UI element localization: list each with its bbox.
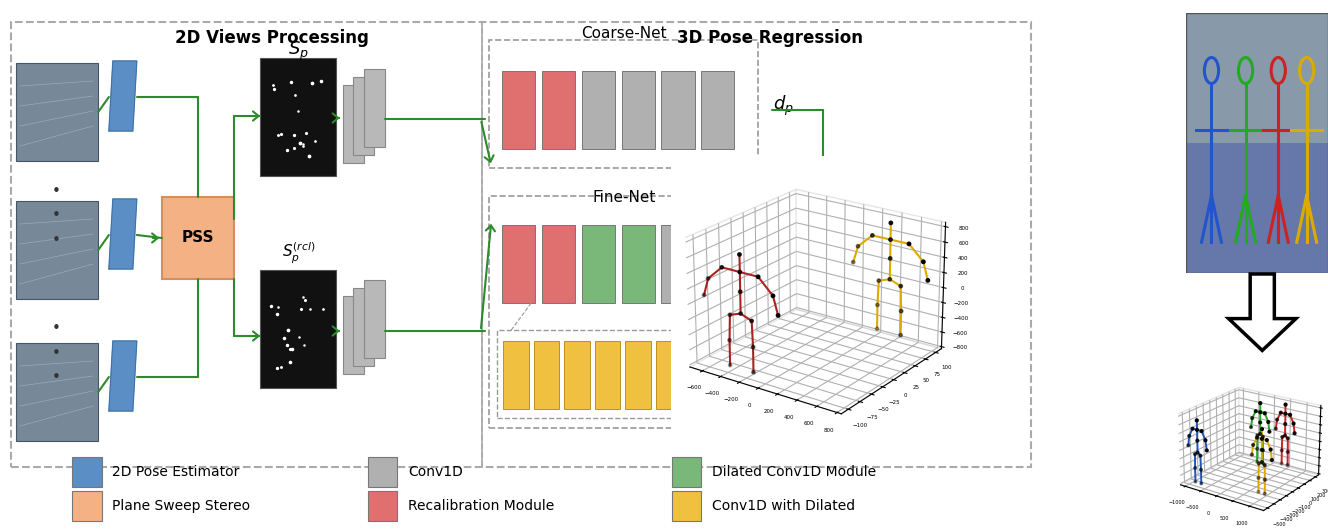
Text: $S_p^{(rcl)}$: $S_p^{(rcl)}$ (282, 241, 316, 266)
Text: Recalibration Module: Recalibration Module (408, 500, 554, 513)
Text: 2D Pose Estimator: 2D Pose Estimator (113, 466, 239, 479)
Text: •
•
•: • • • (52, 321, 60, 385)
Polygon shape (109, 341, 137, 411)
FancyBboxPatch shape (701, 71, 734, 149)
FancyBboxPatch shape (717, 341, 742, 409)
FancyBboxPatch shape (622, 71, 655, 149)
FancyBboxPatch shape (595, 341, 620, 409)
FancyBboxPatch shape (672, 458, 701, 487)
FancyBboxPatch shape (542, 225, 575, 303)
Text: $S_p$: $S_p$ (288, 39, 309, 63)
FancyBboxPatch shape (582, 225, 615, 303)
FancyBboxPatch shape (16, 63, 98, 161)
Text: Dilated Conv1D Module: Dilated Conv1D Module (712, 466, 876, 479)
FancyBboxPatch shape (73, 492, 102, 521)
Text: Plane Sweep Stereo: Plane Sweep Stereo (113, 500, 251, 513)
FancyBboxPatch shape (625, 341, 651, 409)
FancyBboxPatch shape (661, 225, 695, 303)
Text: $d_p^j$: $d_p^j$ (773, 249, 793, 278)
Text: 2D Views Processing: 2D Views Processing (175, 29, 369, 47)
FancyBboxPatch shape (661, 71, 695, 149)
FancyBboxPatch shape (364, 69, 385, 147)
FancyBboxPatch shape (364, 280, 385, 358)
FancyArrow shape (1228, 274, 1296, 350)
FancyBboxPatch shape (502, 71, 535, 149)
Polygon shape (109, 199, 137, 269)
Circle shape (811, 190, 849, 218)
FancyBboxPatch shape (343, 85, 364, 163)
FancyBboxPatch shape (260, 58, 336, 176)
Text: 3D Pose Regression: 3D Pose Regression (677, 29, 863, 47)
Text: Fine-Net: Fine-Net (592, 191, 656, 205)
Text: $d_p$: $d_p$ (773, 94, 794, 118)
FancyBboxPatch shape (16, 343, 98, 441)
Text: PSS: PSS (182, 230, 214, 245)
FancyBboxPatch shape (502, 225, 535, 303)
FancyBboxPatch shape (343, 296, 364, 374)
Text: Conv1D with Dilated: Conv1D with Dilated (712, 500, 855, 513)
Bar (1186, 13, 1328, 143)
Text: •
•
•: • • • (52, 184, 60, 248)
FancyBboxPatch shape (162, 197, 234, 279)
FancyBboxPatch shape (16, 201, 98, 299)
FancyBboxPatch shape (368, 492, 397, 521)
FancyBboxPatch shape (503, 341, 529, 409)
Text: Coarse-Net: Coarse-Net (582, 27, 667, 41)
FancyBboxPatch shape (622, 225, 655, 303)
FancyBboxPatch shape (260, 270, 336, 388)
FancyBboxPatch shape (687, 341, 712, 409)
FancyBboxPatch shape (368, 458, 397, 487)
FancyBboxPatch shape (542, 71, 575, 149)
FancyBboxPatch shape (353, 288, 374, 366)
FancyBboxPatch shape (582, 71, 615, 149)
FancyBboxPatch shape (73, 458, 102, 487)
Polygon shape (109, 61, 137, 131)
Text: Conv1D: Conv1D (408, 466, 463, 479)
FancyBboxPatch shape (534, 341, 559, 409)
FancyBboxPatch shape (672, 492, 701, 521)
FancyBboxPatch shape (701, 225, 734, 303)
FancyBboxPatch shape (353, 77, 374, 155)
FancyBboxPatch shape (564, 341, 590, 409)
FancyBboxPatch shape (656, 341, 681, 409)
